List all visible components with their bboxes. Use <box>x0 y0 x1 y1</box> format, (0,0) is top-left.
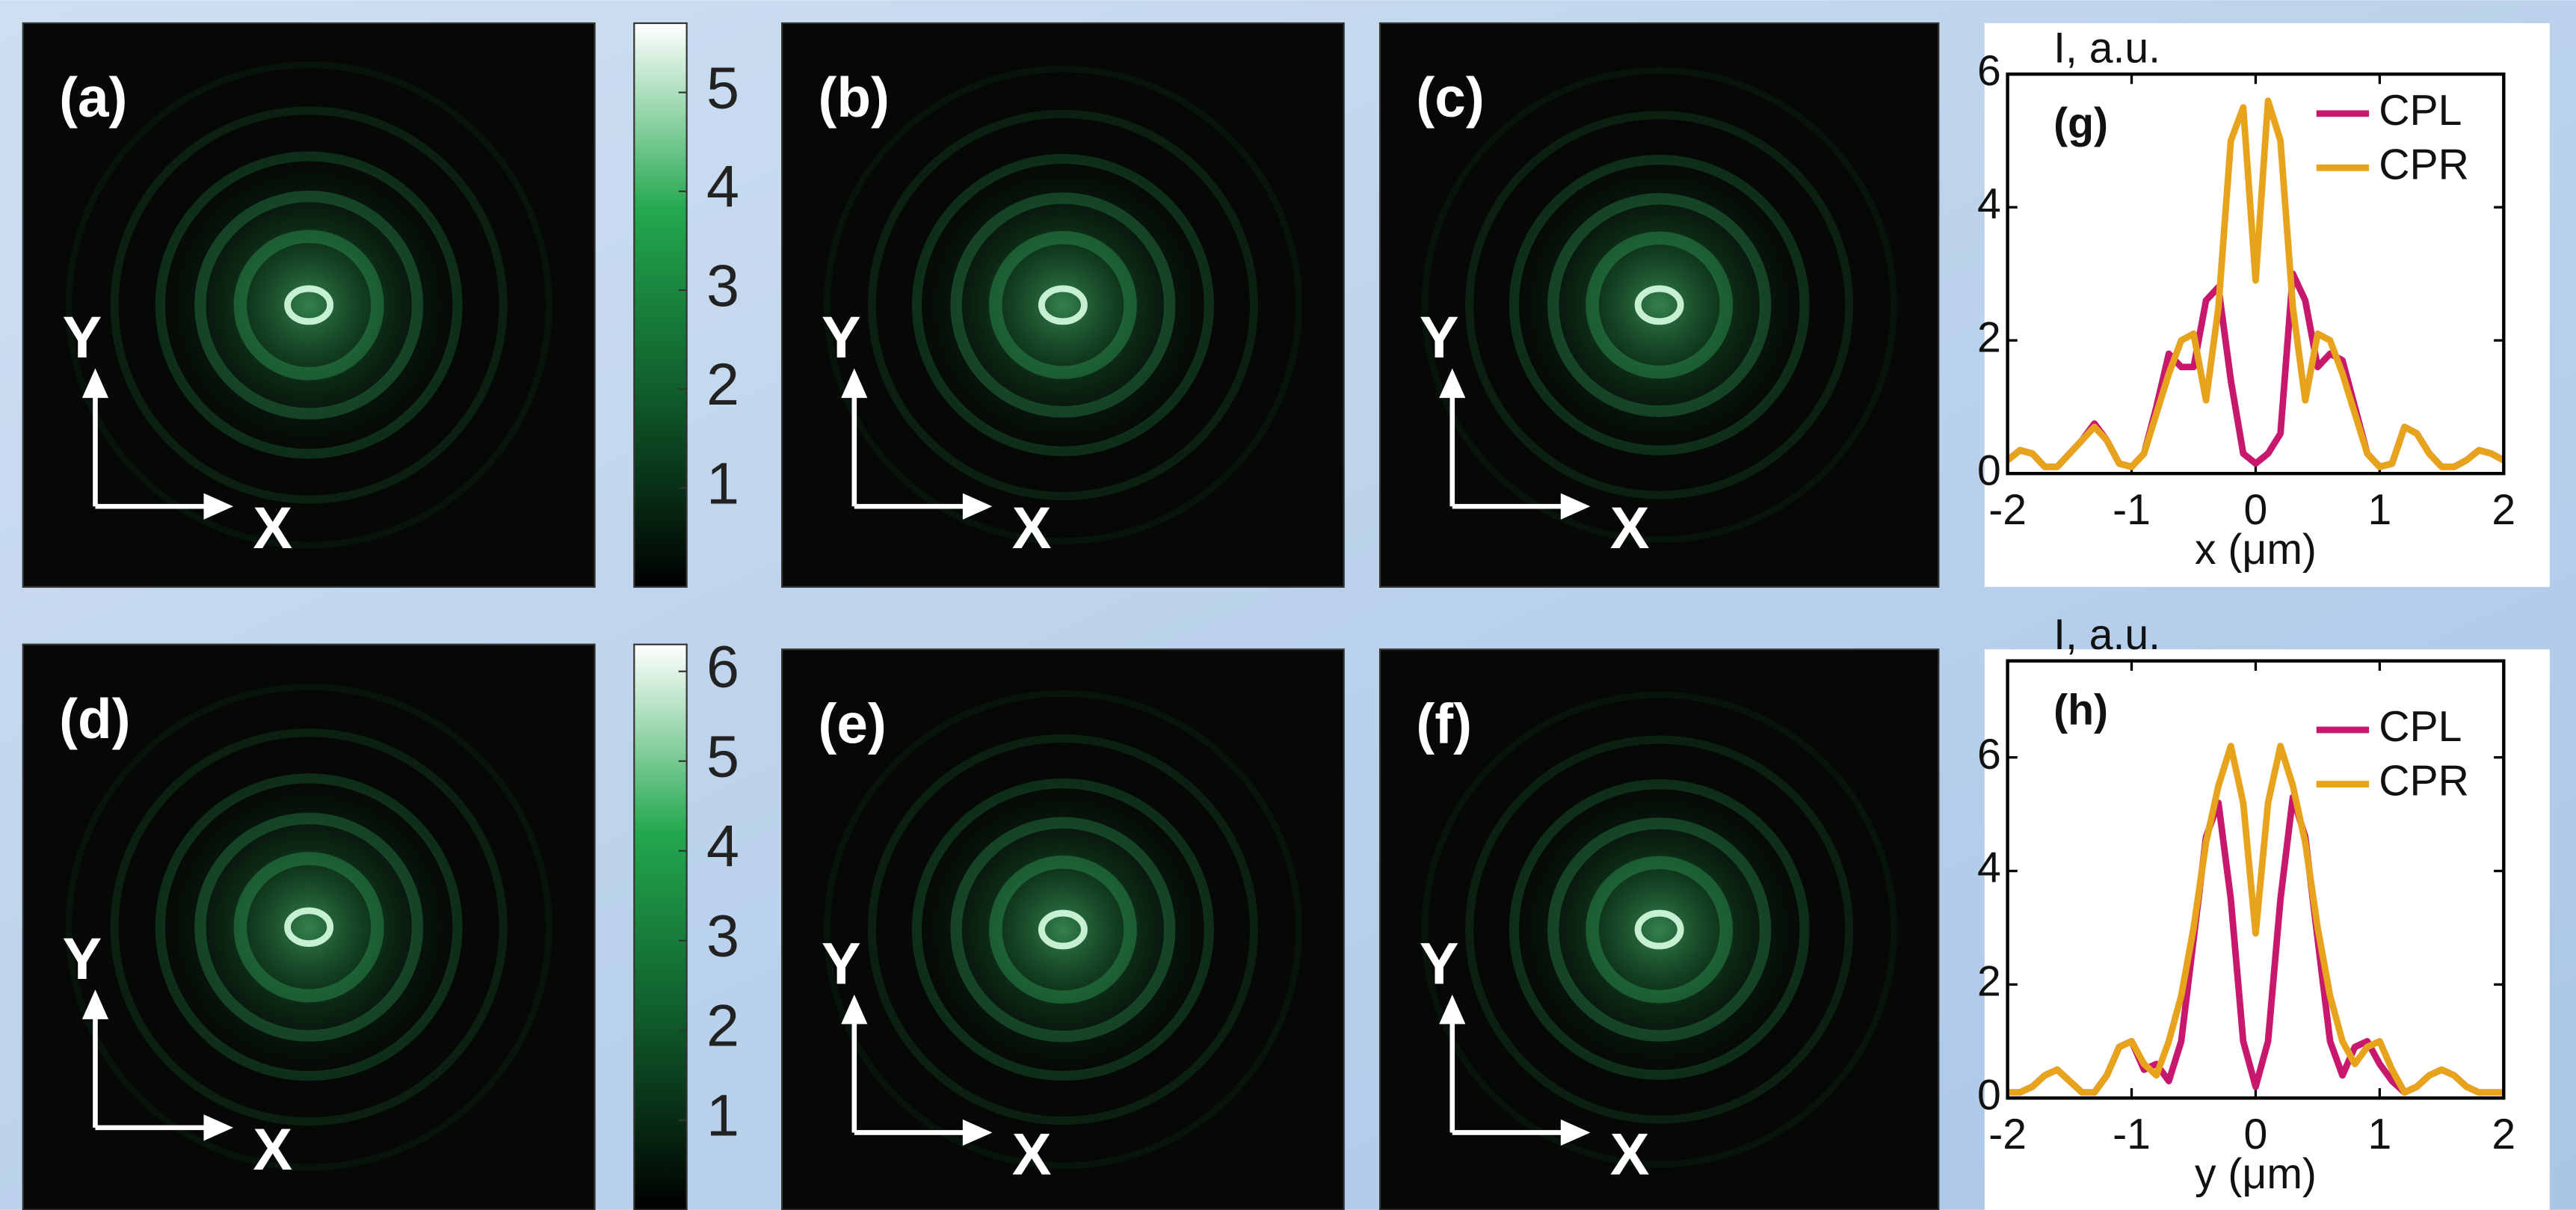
colorbar-tick-label: 3 <box>706 903 739 969</box>
x-axis-label: X <box>1012 1121 1052 1188</box>
y-axis-label: I, a.u. <box>2053 611 2160 659</box>
panel-label: (b) <box>818 66 889 129</box>
y-axis-label: Y <box>822 930 861 997</box>
y-tick-label: 6 <box>1977 731 2001 778</box>
y-axis-label: I, a.u. <box>2053 24 2160 72</box>
y-tick-label: 2 <box>1977 313 2001 361</box>
panel-label: (d) <box>59 687 130 750</box>
x-axis-label: X <box>1012 494 1052 561</box>
colorbar <box>634 645 686 1210</box>
colorbar-tick-label: 5 <box>706 723 739 790</box>
y-tick-label: 0 <box>1977 1071 2001 1119</box>
colorbar-tick-label: 1 <box>706 449 739 516</box>
x-tick-label: 2 <box>2492 486 2515 534</box>
y-tick-label: 4 <box>1977 180 2001 228</box>
glow <box>138 133 481 476</box>
colorbar-tick-label: 4 <box>706 153 739 220</box>
x-tick-label: 1 <box>2367 1111 2391 1158</box>
x-tick-label: -1 <box>2113 486 2151 534</box>
y-tick-label: 0 <box>1977 446 2001 494</box>
colorbar <box>634 23 686 587</box>
x-axis-label: x (μm) <box>2195 526 2317 574</box>
glow <box>1492 138 1827 473</box>
glow <box>138 755 481 1099</box>
y-axis-label: Y <box>63 925 102 992</box>
panel-label: (a) <box>59 66 127 129</box>
y-tick-label: 6 <box>1977 47 2001 95</box>
colorbar-tick-label: 2 <box>706 992 739 1059</box>
x-tick-label: 2 <box>2492 1111 2515 1158</box>
legend-label: CPR <box>2379 141 2469 189</box>
panel-label: (c) <box>1416 66 1484 129</box>
glow <box>894 761 1231 1099</box>
x-axis-label: X <box>253 1116 292 1182</box>
x-tick-label: 1 <box>2367 486 2391 534</box>
x-axis-label: X <box>253 494 292 561</box>
figure: (a)YX12345(b)YX(c)YX-2-10120246CPLCPR(g)… <box>0 0 2576 1210</box>
y-tick-label: 2 <box>1977 958 2001 1006</box>
panel-label: (g) <box>2053 100 2108 148</box>
legend-label: CPR <box>2379 758 2469 805</box>
colorbar-tick-label: 6 <box>706 633 739 700</box>
y-tick-label: 4 <box>1977 844 2001 892</box>
colorbar-tick-label: 2 <box>706 351 739 417</box>
x-axis-label: y (μm) <box>2195 1150 2317 1198</box>
colorbar-tick-label: 3 <box>706 252 739 319</box>
y-axis-label: Y <box>822 304 861 370</box>
glow <box>1492 762 1827 1097</box>
colorbar-tick-label: 1 <box>706 1082 739 1149</box>
legend-label: CPL <box>2379 87 2462 135</box>
y-axis-label: Y <box>1420 930 1459 997</box>
colorbar-tick-label: 4 <box>706 813 739 879</box>
legend-label: CPL <box>2379 703 2462 751</box>
panel-label: (f) <box>1416 692 1472 755</box>
colorbar-tick-label: 5 <box>706 54 739 120</box>
y-axis-label: Y <box>63 304 102 370</box>
x-axis-label: X <box>1610 494 1650 561</box>
panel-label: (e) <box>818 692 886 755</box>
y-axis-label: Y <box>1420 304 1459 370</box>
glow <box>894 136 1231 473</box>
x-tick-label: -1 <box>2113 1111 2151 1158</box>
panel-label: (h) <box>2053 687 2108 734</box>
x-axis-label: X <box>1610 1121 1650 1188</box>
